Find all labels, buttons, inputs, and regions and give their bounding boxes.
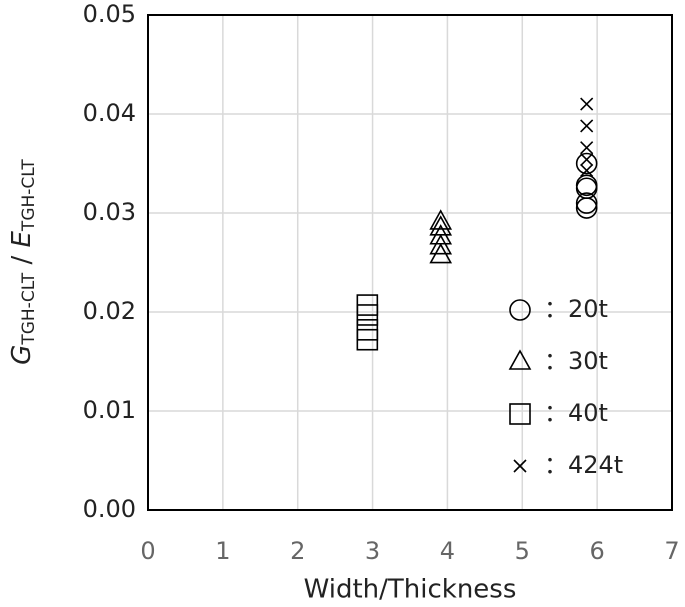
legend-colon: ： bbox=[544, 399, 568, 427]
y-tick-label: 0.04 bbox=[83, 99, 136, 127]
marker bbox=[580, 141, 594, 155]
legend-colon: ： bbox=[544, 451, 568, 479]
y-label-part: TGH-CLT bbox=[19, 159, 39, 232]
x-tick-label: 5 bbox=[515, 537, 530, 565]
legend-marker bbox=[513, 459, 527, 473]
legend-label: 20t bbox=[568, 295, 608, 323]
x-tick-label: 0 bbox=[140, 537, 155, 565]
x-tick-label: 6 bbox=[590, 537, 605, 565]
x-tick-label: 1 bbox=[215, 537, 230, 565]
y-tick-label: 0.02 bbox=[83, 297, 136, 325]
legend-colon: ： bbox=[544, 347, 568, 375]
marker bbox=[429, 242, 453, 264]
marker bbox=[580, 163, 594, 177]
marker bbox=[356, 304, 379, 326]
legend-marker bbox=[508, 349, 532, 370]
y-tick-label: 0.00 bbox=[83, 495, 136, 523]
legend-label: 30t bbox=[568, 347, 608, 375]
legend-marker bbox=[509, 403, 531, 425]
y-axis-label: GTGH-CLT / ETGH-CLT bbox=[7, 159, 40, 365]
y-label-part: E bbox=[7, 230, 37, 247]
legend-marker bbox=[509, 299, 531, 321]
x-tick-label: 2 bbox=[290, 537, 305, 565]
marker bbox=[580, 97, 594, 111]
marker bbox=[429, 234, 453, 255]
marker bbox=[580, 119, 594, 133]
legend-colon: ： bbox=[544, 295, 568, 323]
x-tick-label: 3 bbox=[365, 537, 380, 565]
x-tick-label: 4 bbox=[440, 537, 455, 565]
marker bbox=[575, 197, 598, 219]
y-label-part: G bbox=[7, 345, 37, 365]
marker bbox=[580, 152, 594, 167]
y-label-part: TGH-CLT bbox=[19, 272, 39, 345]
plot-frame bbox=[147, 14, 673, 511]
legend-label: 40t bbox=[568, 399, 608, 427]
y-tick-label: 0.05 bbox=[83, 0, 136, 28]
legend-label: 424t bbox=[568, 451, 623, 479]
y-tick-label: 0.01 bbox=[83, 396, 136, 424]
x-tick-label: 7 bbox=[664, 537, 679, 565]
x-axis-label: Width/Thickness bbox=[304, 575, 517, 605]
marker bbox=[575, 152, 598, 175]
marker bbox=[575, 192, 598, 214]
y-label-part: / bbox=[7, 247, 37, 272]
marker bbox=[356, 328, 379, 351]
marker bbox=[429, 209, 453, 230]
y-tick-label: 0.03 bbox=[83, 198, 136, 226]
